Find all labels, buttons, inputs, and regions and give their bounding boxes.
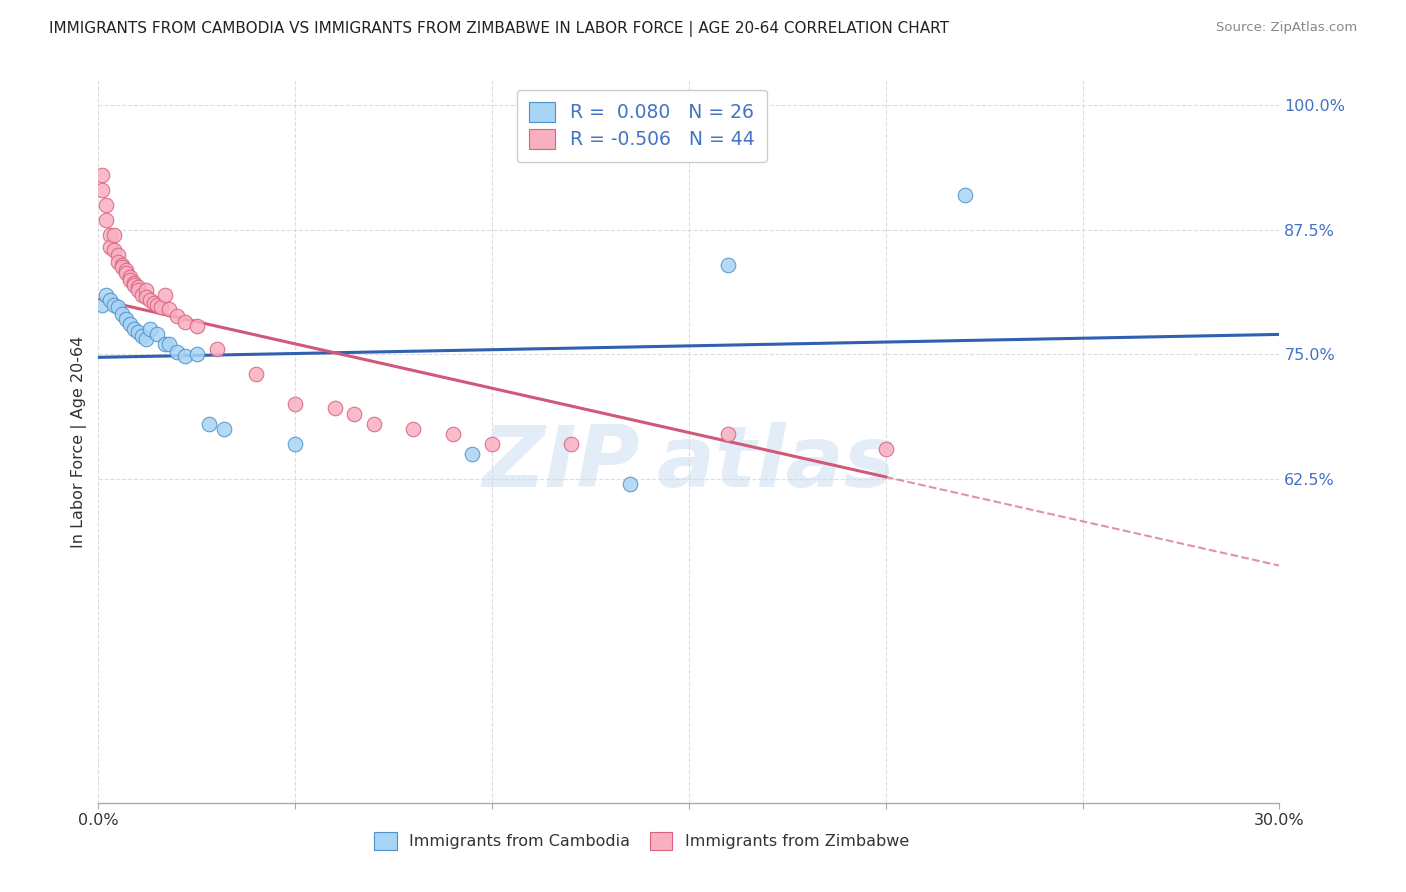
- Point: [363, 417, 385, 431]
- Point: [91, 168, 114, 182]
- Point: [107, 254, 129, 268]
- Point: [115, 262, 138, 277]
- Point: [103, 227, 125, 242]
- Point: [135, 289, 157, 303]
- Point: [245, 368, 267, 382]
- Point: [127, 279, 149, 293]
- Point: [441, 427, 464, 442]
- Point: [481, 437, 503, 451]
- Point: [875, 442, 897, 456]
- Point: [135, 283, 157, 297]
- Point: [174, 349, 197, 363]
- Point: [138, 322, 160, 336]
- Point: [717, 258, 740, 272]
- Point: [174, 315, 197, 329]
- Point: [155, 287, 177, 301]
- Point: [205, 343, 228, 357]
- Point: [461, 447, 484, 461]
- Point: [150, 300, 173, 314]
- Point: [91, 297, 114, 311]
- Point: [343, 407, 366, 421]
- Legend: Immigrants from Cambodia, Immigrants from Zimbabwe: Immigrants from Cambodia, Immigrants fro…: [368, 826, 915, 856]
- Point: [186, 347, 208, 361]
- Point: [98, 293, 121, 307]
- Point: [155, 337, 177, 351]
- Point: [122, 276, 145, 290]
- Point: [122, 277, 145, 292]
- Point: [107, 300, 129, 314]
- Point: [122, 322, 145, 336]
- Point: [214, 422, 236, 436]
- Point: [111, 260, 134, 274]
- Point: [107, 248, 129, 262]
- Point: [96, 212, 118, 227]
- Point: [146, 327, 169, 342]
- Point: [91, 183, 114, 197]
- Point: [115, 312, 138, 326]
- Point: [142, 295, 165, 310]
- Point: [166, 345, 188, 359]
- Point: [146, 297, 169, 311]
- Point: [111, 308, 134, 322]
- Y-axis label: In Labor Force | Age 20-64: In Labor Force | Age 20-64: [72, 335, 87, 548]
- Point: [98, 227, 121, 242]
- Point: [284, 437, 307, 451]
- Point: [131, 329, 153, 343]
- Point: [96, 287, 118, 301]
- Point: [96, 198, 118, 212]
- Point: [166, 310, 188, 324]
- Point: [323, 401, 346, 416]
- Point: [131, 287, 153, 301]
- Point: [157, 302, 180, 317]
- Point: [98, 240, 121, 254]
- Text: IMMIGRANTS FROM CAMBODIA VS IMMIGRANTS FROM ZIMBABWE IN LABOR FORCE | AGE 20-64 : IMMIGRANTS FROM CAMBODIA VS IMMIGRANTS F…: [49, 21, 949, 37]
- Point: [127, 283, 149, 297]
- Point: [186, 319, 208, 334]
- Point: [560, 437, 582, 451]
- Point: [111, 258, 134, 272]
- Point: [118, 318, 141, 332]
- Point: [619, 476, 641, 491]
- Point: [717, 427, 740, 442]
- Text: Source: ZipAtlas.com: Source: ZipAtlas.com: [1216, 21, 1357, 34]
- Point: [115, 266, 138, 280]
- Point: [135, 332, 157, 346]
- Point: [118, 272, 141, 286]
- Point: [402, 422, 425, 436]
- Point: [197, 417, 219, 431]
- Point: [138, 293, 160, 307]
- Point: [284, 397, 307, 411]
- Text: ZIP atlas: ZIP atlas: [482, 422, 896, 505]
- Point: [118, 269, 141, 284]
- Point: [157, 337, 180, 351]
- Point: [103, 297, 125, 311]
- Point: [127, 326, 149, 340]
- Point: [103, 243, 125, 257]
- Point: [953, 187, 976, 202]
